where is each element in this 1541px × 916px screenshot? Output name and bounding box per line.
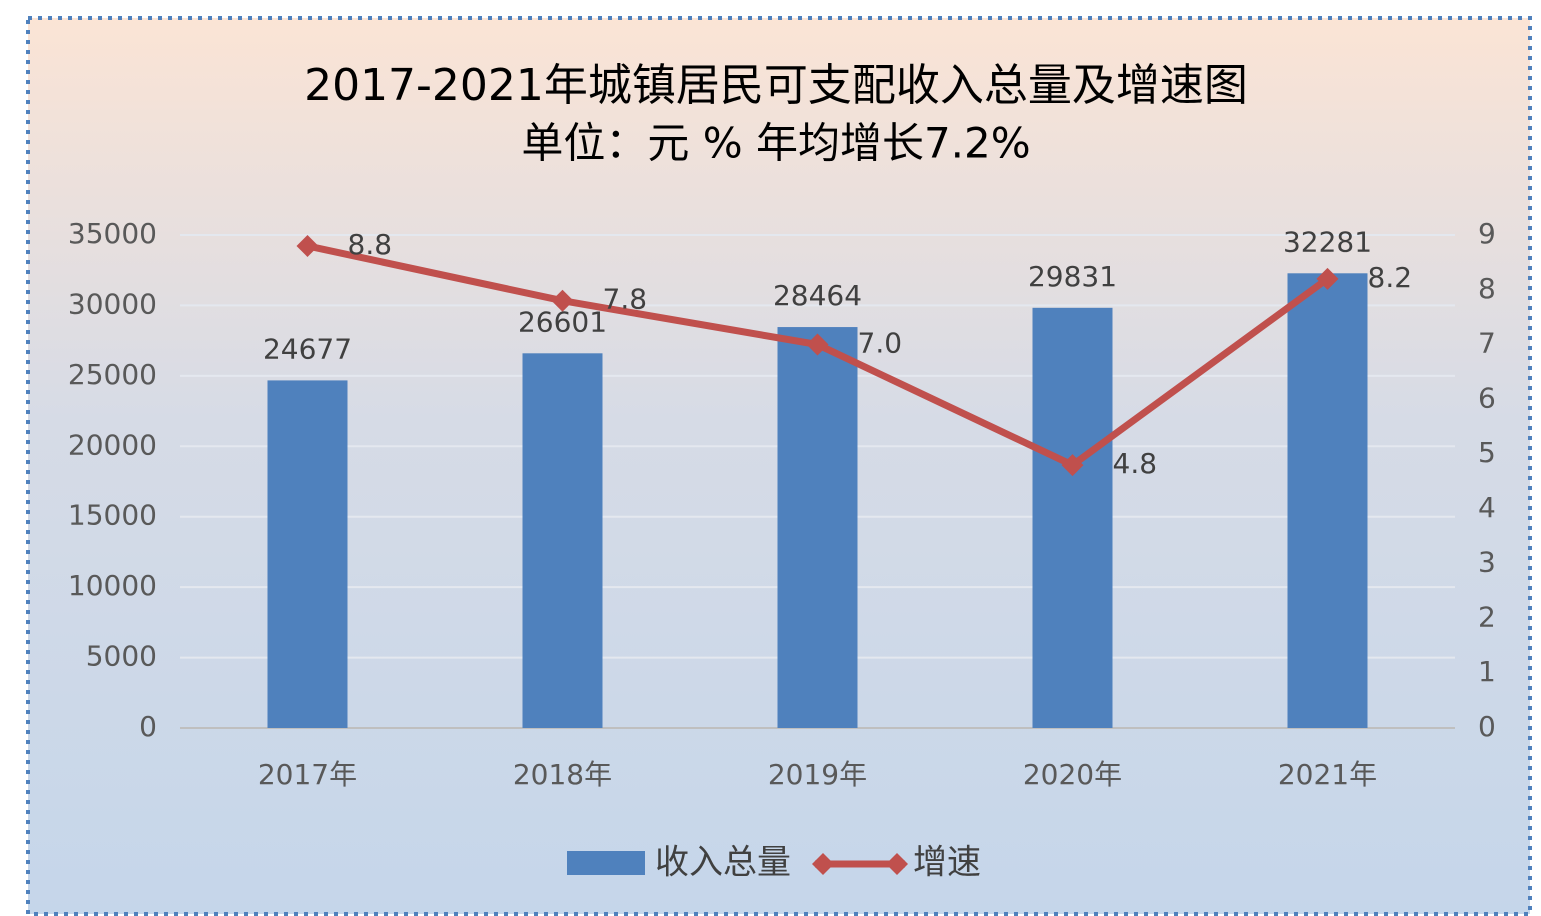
bar-value-label: 29831 — [1028, 260, 1117, 293]
bar — [522, 353, 603, 728]
y-tick-label: 5000 — [86, 640, 157, 673]
y-tick-label: 25000 — [68, 358, 157, 391]
y-tick-label: 10000 — [68, 569, 157, 602]
chart-subtitle: 单位：元 % 年均增长7.2% — [521, 119, 1030, 168]
line-value-label: 8.8 — [348, 228, 393, 261]
legend-marker — [812, 853, 834, 875]
line-value-label: 8.2 — [1368, 261, 1413, 294]
bar — [777, 327, 858, 728]
x-tick-label: 2019年 — [768, 758, 867, 791]
y-tick-label: 35000 — [68, 217, 157, 250]
x-tick-label: 2018年 — [513, 758, 612, 791]
y2-tick-label: 2 — [1478, 600, 1496, 633]
x-tick-label: 2017年 — [258, 758, 357, 791]
y-tick-label: 15000 — [68, 499, 157, 532]
bar-value-label: 32281 — [1283, 225, 1372, 258]
y2-tick-label: 0 — [1478, 710, 1496, 743]
bar — [1287, 273, 1368, 728]
line-marker — [296, 234, 319, 257]
chart-title: 2017-2021年城镇居民可支配收入总量及增速图 — [304, 60, 1248, 111]
legend-label: 收入总量 — [655, 843, 791, 883]
legend-label: 增速 — [913, 843, 981, 883]
legend-marker — [886, 853, 908, 875]
y-tick-label: 0 — [139, 710, 157, 743]
bar — [267, 380, 348, 728]
legend-swatch — [567, 851, 645, 875]
y-tick-label: 20000 — [68, 428, 157, 461]
line-marker — [806, 333, 829, 356]
bar — [1032, 307, 1113, 728]
line-value-label: 7.0 — [858, 327, 903, 360]
y2-tick-label: 8 — [1478, 272, 1496, 305]
y2-tick-label: 1 — [1478, 655, 1496, 688]
y2-tick-label: 9 — [1478, 217, 1496, 250]
line-value-label: 7.8 — [603, 283, 648, 316]
line-marker — [551, 289, 574, 312]
x-tick-label: 2021年 — [1278, 758, 1377, 791]
y2-tick-label: 7 — [1478, 327, 1496, 360]
line-marker — [1316, 267, 1339, 290]
bar-value-label: 24677 — [263, 332, 352, 365]
x-tick-label: 2020年 — [1023, 758, 1122, 791]
y2-tick-label: 5 — [1478, 436, 1496, 469]
y2-tick-label: 6 — [1478, 381, 1496, 414]
bar-value-label: 28464 — [773, 279, 862, 312]
line-marker — [1061, 454, 1084, 477]
line-value-label: 4.8 — [1113, 447, 1158, 480]
y2-tick-label: 4 — [1478, 491, 1496, 524]
y-tick-label: 30000 — [68, 287, 157, 320]
y2-tick-label: 3 — [1478, 546, 1496, 579]
